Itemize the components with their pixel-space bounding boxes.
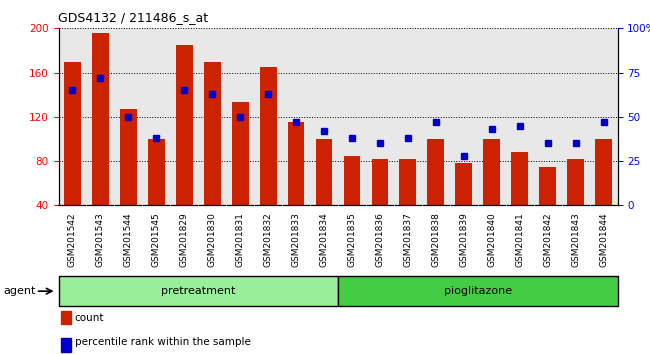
- Bar: [338, 276, 618, 306]
- Bar: [204, 62, 220, 205]
- Bar: [58, 276, 338, 306]
- Text: GSM201840: GSM201840: [488, 212, 496, 267]
- Text: GSM201836: GSM201836: [376, 212, 384, 267]
- Bar: [400, 159, 416, 205]
- Bar: [512, 152, 528, 205]
- Text: GSM201835: GSM201835: [348, 212, 356, 267]
- Bar: [176, 45, 192, 205]
- Text: GSM201831: GSM201831: [236, 212, 244, 267]
- Text: GSM201832: GSM201832: [264, 212, 272, 267]
- Text: pioglitazone: pioglitazone: [444, 286, 512, 296]
- Bar: [64, 62, 81, 205]
- Bar: [428, 139, 444, 205]
- Text: GSM201838: GSM201838: [432, 212, 440, 267]
- Text: GSM201839: GSM201839: [460, 212, 468, 267]
- Text: GSM201829: GSM201829: [180, 212, 188, 267]
- Text: GSM201830: GSM201830: [208, 212, 216, 267]
- Bar: [61, 338, 72, 352]
- Bar: [567, 159, 584, 205]
- Text: GSM201543: GSM201543: [96, 212, 105, 267]
- Bar: [92, 33, 109, 205]
- Text: GSM201837: GSM201837: [404, 212, 412, 267]
- Bar: [540, 167, 556, 205]
- Text: GSM201545: GSM201545: [152, 212, 161, 267]
- Text: GSM201544: GSM201544: [124, 212, 133, 267]
- Text: GSM201842: GSM201842: [543, 212, 552, 267]
- Bar: [148, 139, 164, 205]
- Bar: [288, 122, 304, 205]
- Text: GSM201844: GSM201844: [599, 212, 608, 267]
- Text: GSM201833: GSM201833: [292, 212, 300, 267]
- Text: percentile rank within the sample: percentile rank within the sample: [75, 337, 251, 347]
- Bar: [232, 102, 248, 205]
- Bar: [316, 139, 332, 205]
- Bar: [120, 109, 136, 205]
- Text: GDS4132 / 211486_s_at: GDS4132 / 211486_s_at: [58, 11, 209, 24]
- Bar: [456, 163, 472, 205]
- Text: GSM201841: GSM201841: [515, 212, 524, 267]
- Bar: [595, 139, 612, 205]
- Text: count: count: [75, 313, 104, 323]
- Bar: [344, 155, 360, 205]
- Text: GSM201834: GSM201834: [320, 212, 328, 267]
- Text: GSM201542: GSM201542: [68, 212, 77, 267]
- Text: agent: agent: [3, 286, 36, 296]
- Bar: [61, 311, 72, 324]
- Bar: [260, 67, 276, 205]
- Text: GSM201843: GSM201843: [571, 212, 580, 267]
- Bar: [484, 139, 500, 205]
- Text: pretreatment: pretreatment: [161, 286, 235, 296]
- Bar: [372, 159, 388, 205]
